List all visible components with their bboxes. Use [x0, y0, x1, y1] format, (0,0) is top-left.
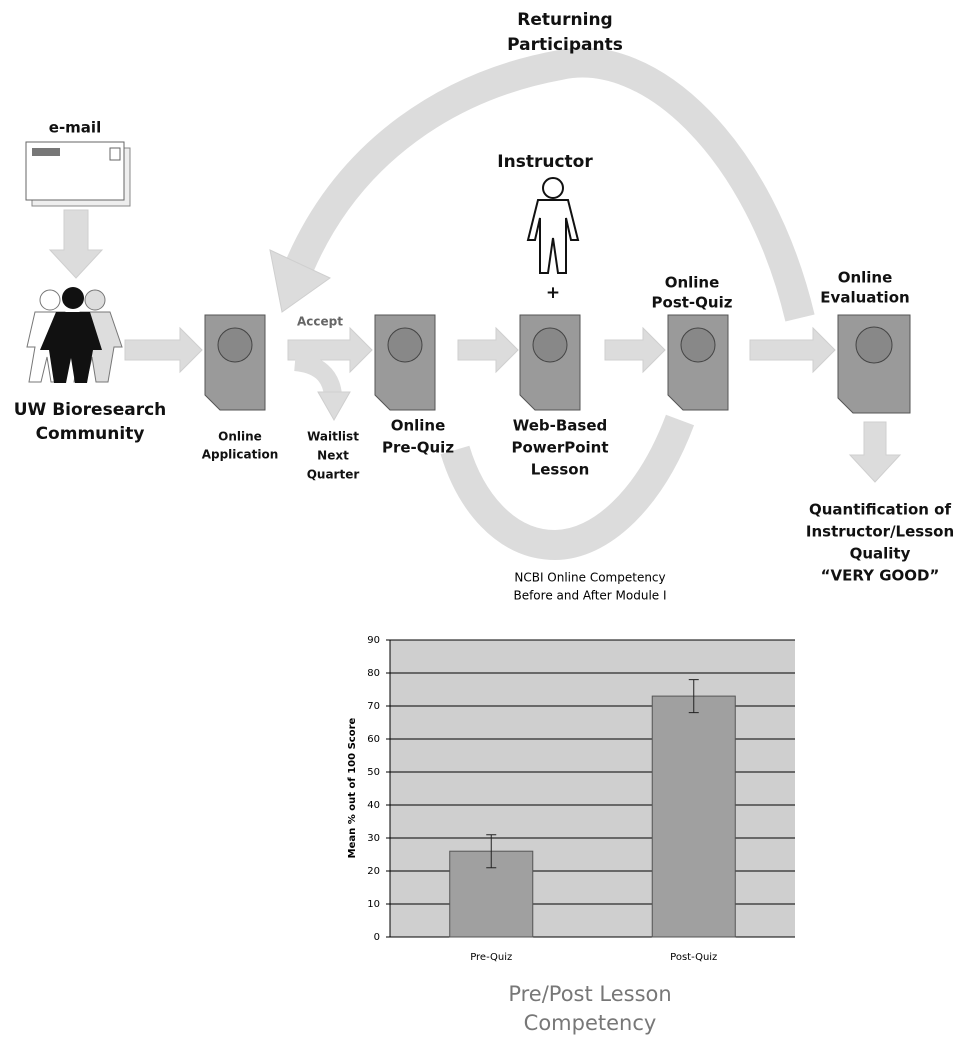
label: Returning	[517, 10, 612, 30]
label: Participants	[507, 35, 623, 55]
label: Quarter	[307, 468, 360, 482]
x-tick-label: Pre-Quiz	[470, 952, 512, 963]
chart-title: NCBI Online Competency	[514, 571, 665, 585]
email-stamp	[110, 148, 120, 160]
arrow	[750, 328, 835, 372]
doc-icon	[668, 315, 728, 410]
y-tick-label: 40	[367, 800, 380, 811]
y-tick-label: 30	[367, 833, 380, 844]
email-address	[32, 148, 60, 156]
label: Waitlist	[307, 430, 359, 444]
label: Quantification of	[809, 501, 951, 519]
y-tick-label: 90	[367, 635, 380, 646]
label: Web-Based	[513, 417, 608, 435]
doc-icon	[205, 315, 265, 410]
x-axis-label: Pre/Post Lesson	[508, 982, 671, 1006]
y-tick-label: 70	[367, 701, 380, 712]
people-icon	[27, 287, 122, 383]
label: Post-Quiz	[652, 294, 733, 312]
label: Next	[317, 449, 349, 463]
doc-icon	[375, 315, 435, 410]
label: Evaluation	[820, 289, 909, 307]
arrow	[125, 328, 202, 372]
label: Instructor/Lesson	[806, 523, 954, 541]
y-tick-label: 20	[367, 866, 380, 877]
page: body { margin: 0; width: 968px; height: …	[0, 0, 968, 1040]
y-tick-label: 80	[367, 668, 380, 679]
doc-icon	[520, 315, 580, 410]
y-tick-label: 0	[374, 932, 380, 943]
label: Accept	[297, 315, 343, 329]
label: Community	[36, 424, 145, 444]
doc-icon	[838, 315, 910, 413]
label: Quality	[850, 545, 911, 563]
label: UW Bioresearch	[14, 400, 167, 420]
y-tick-label: 50	[367, 767, 380, 778]
label: Online	[838, 269, 893, 287]
label: Online	[218, 430, 262, 444]
body: {"diagram": { "returning_participants": …	[0, 0, 968, 1040]
y-tick-label: 10	[367, 899, 380, 910]
bar	[652, 696, 735, 937]
label: Instructor	[497, 152, 593, 172]
label: Application	[202, 448, 279, 462]
arrow	[458, 328, 518, 372]
chart-title: Before and After Module I	[513, 589, 666, 603]
arrow	[50, 210, 102, 278]
x-axis-label: Competency	[524, 1011, 657, 1035]
label: e-mail	[49, 119, 101, 137]
x-tick-label: Post-Quiz	[670, 952, 717, 963]
arrow-head	[318, 392, 350, 420]
label: Online	[665, 274, 720, 292]
y-tick-label: 60	[367, 734, 380, 745]
label: +	[546, 283, 560, 303]
arrow	[850, 422, 900, 482]
label: Online	[391, 417, 446, 435]
label: PowerPoint	[511, 439, 608, 457]
waitlist-arrow	[295, 362, 333, 395]
label: Lesson	[531, 461, 590, 479]
label: “VERY GOOD”	[821, 567, 940, 585]
arrow	[605, 328, 665, 372]
y-axis-label: Mean % out of 100 Score	[347, 717, 358, 858]
label: Pre-Quiz	[382, 439, 454, 457]
instructor-icon	[528, 178, 578, 273]
diagram: Returning Participants e-mail Instructor…	[0, 0, 968, 1040]
